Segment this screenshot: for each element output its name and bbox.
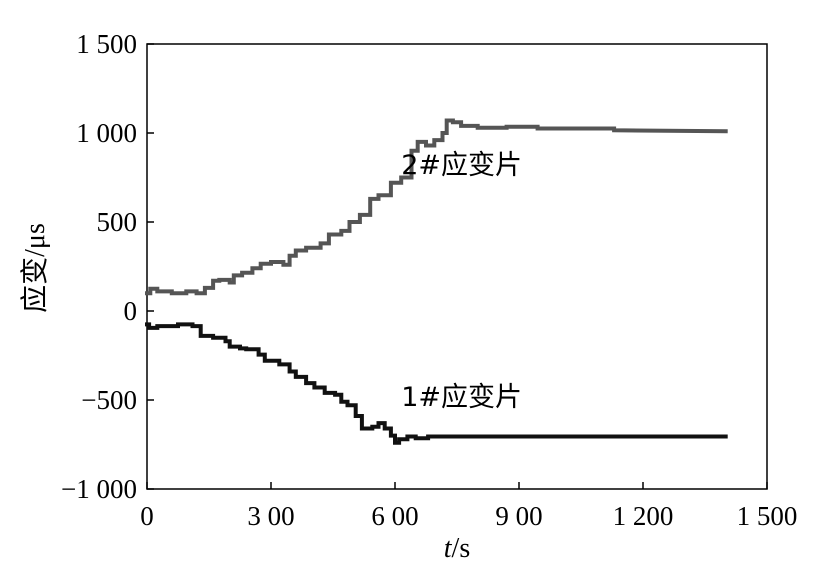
tick-marks bbox=[146, 43, 768, 490]
x-tick-label: 3 00 bbox=[247, 501, 294, 531]
y-tick-label: 0 bbox=[124, 296, 138, 326]
series-layer bbox=[145, 118, 728, 445]
annotation-layer: 2#应变片 1#应变片 bbox=[401, 150, 522, 413]
y-tick-label: 1 000 bbox=[76, 118, 137, 148]
x-tick-label: 9 00 bbox=[495, 501, 542, 531]
y-axis-title: 应变/μs bbox=[19, 223, 51, 313]
series-line-1 bbox=[145, 118, 728, 296]
series-line-2 bbox=[145, 322, 728, 445]
plot-frame bbox=[146, 43, 768, 490]
y-tick-label: 500 bbox=[97, 207, 138, 237]
x-axis-title-unit: /s bbox=[452, 533, 471, 564]
x-tick-label: 6 00 bbox=[371, 501, 418, 531]
series-label-1: 2#应变片 bbox=[401, 150, 522, 181]
y-tick-label: −500 bbox=[81, 385, 137, 415]
y-tick-label: −1 000 bbox=[61, 474, 137, 504]
x-axis-title: t/s bbox=[444, 533, 470, 564]
series-label-2: 1#应变片 bbox=[401, 382, 522, 413]
x-tick-label: 1 500 bbox=[737, 501, 798, 531]
y-tick-label: 1 500 bbox=[76, 29, 137, 59]
tick-labels: 0 3 00 6 00 9 00 1 200 1 500 −1 000 −500 0 500 1 0… bbox=[61, 29, 797, 531]
x-tick-label: 0 bbox=[140, 501, 154, 531]
x-axis-title-variable: t bbox=[444, 533, 453, 564]
x-tick-label: 1 200 bbox=[613, 501, 674, 531]
